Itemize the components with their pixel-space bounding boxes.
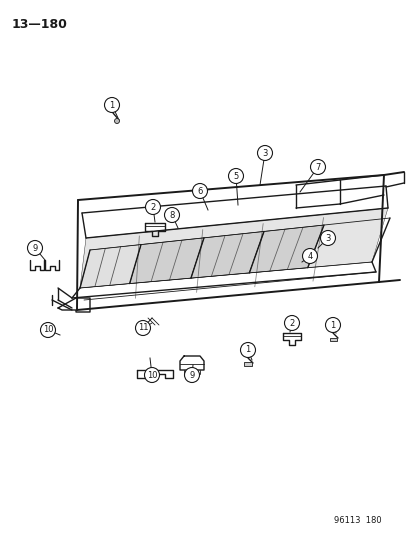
Circle shape	[284, 316, 299, 330]
Text: 5: 5	[233, 172, 238, 181]
Circle shape	[144, 367, 159, 383]
Bar	[329, 338, 336, 341]
Text: 8: 8	[169, 211, 174, 220]
Circle shape	[40, 322, 55, 337]
Text: 7: 7	[315, 163, 320, 172]
Circle shape	[240, 343, 255, 358]
Circle shape	[145, 199, 160, 214]
Circle shape	[228, 168, 243, 183]
Polygon shape	[190, 231, 263, 278]
Circle shape	[135, 320, 150, 335]
Text: 1: 1	[245, 345, 250, 354]
Circle shape	[114, 118, 119, 124]
Circle shape	[325, 318, 339, 333]
Bar	[243, 362, 252, 366]
Text: 13—180: 13—180	[12, 18, 68, 31]
Text: 3: 3	[262, 149, 267, 157]
Polygon shape	[80, 208, 387, 288]
Circle shape	[164, 207, 179, 222]
Text: 3: 3	[325, 233, 330, 243]
Polygon shape	[80, 245, 141, 288]
Polygon shape	[129, 238, 204, 284]
Polygon shape	[249, 225, 323, 273]
Text: 96113  180: 96113 180	[333, 516, 381, 525]
Text: 9: 9	[32, 244, 38, 253]
Circle shape	[184, 367, 199, 383]
Text: 9: 9	[189, 370, 194, 379]
Text: 10: 10	[146, 370, 157, 379]
Circle shape	[27, 240, 43, 255]
Circle shape	[104, 98, 119, 112]
Text: 10: 10	[43, 326, 53, 335]
Text: 11: 11	[138, 324, 148, 333]
Circle shape	[302, 248, 317, 263]
Text: 1: 1	[109, 101, 114, 109]
Circle shape	[320, 230, 335, 246]
Text: 4: 4	[306, 252, 312, 261]
Circle shape	[310, 159, 325, 174]
Text: 6: 6	[197, 187, 202, 196]
Text: 2: 2	[289, 319, 294, 327]
Circle shape	[257, 146, 272, 160]
Circle shape	[192, 183, 207, 198]
Text: 1: 1	[330, 320, 335, 329]
Text: 2: 2	[150, 203, 155, 212]
